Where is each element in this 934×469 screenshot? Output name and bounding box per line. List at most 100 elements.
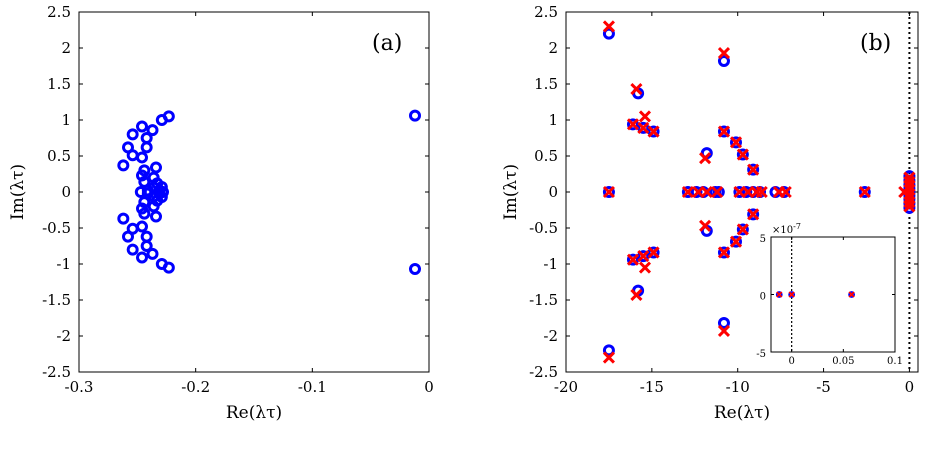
panel-a-circle-point bbox=[409, 109, 421, 122]
panel-b-x-stroke bbox=[717, 246, 731, 259]
panel-b-x-point bbox=[736, 148, 749, 161]
panel-b-ytick-label: 2.5 bbox=[534, 3, 558, 21]
panel-b-ytick-label: 1 bbox=[548, 111, 558, 129]
panel-a-ytick-label: 2 bbox=[61, 39, 71, 57]
panel-a-circle-point bbox=[136, 202, 148, 215]
inset-ticks: 0 0.05 0.1 -5 0 5 bbox=[756, 234, 903, 367]
panel-b-circle-point bbox=[747, 208, 760, 221]
panel-b-x-point bbox=[903, 200, 916, 213]
panel-b-circle-point bbox=[717, 54, 730, 67]
panel-b-x-point bbox=[747, 163, 760, 176]
panel-b-x-point bbox=[602, 351, 615, 364]
panel-a-xtick-label: -0.1 bbox=[298, 378, 327, 396]
panel-b-circle-point bbox=[740, 186, 753, 198]
panel-b-x-point bbox=[858, 185, 871, 199]
inset-circle-point bbox=[788, 291, 796, 298]
panel-b-x-point bbox=[637, 121, 650, 134]
inset-exponent: ×10-7 bbox=[772, 222, 801, 236]
panel-b-circle-point bbox=[637, 121, 650, 134]
panel-b-x-stroke bbox=[637, 121, 650, 134]
panel-b-xtick-label: -20 bbox=[554, 378, 578, 396]
panel-b-xtick-label: -15 bbox=[640, 378, 664, 396]
panel-b-circle-point bbox=[690, 186, 703, 198]
panel-b-circle-point bbox=[626, 118, 639, 131]
inset-ytick-label: 5 bbox=[760, 234, 766, 245]
inset-circle-point bbox=[775, 291, 783, 298]
panel-a: -0.3 -0.2 -0.1 0 -2.5 -2 -1.5 -1 -0.5 0 0.5 1 1.5 2 2.… bbox=[8, 3, 434, 423]
panel-b-ytick-label: -0.5 bbox=[529, 219, 558, 237]
panel-a-marks bbox=[117, 109, 421, 276]
panel-a-xtick-label: 0 bbox=[424, 378, 434, 396]
panel-b-x-point bbox=[729, 235, 743, 248]
panel-b-circle-point bbox=[729, 235, 742, 248]
inset-xtick-label: 0.05 bbox=[832, 356, 854, 367]
panel-b-ytick-label: -1.5 bbox=[529, 291, 558, 309]
panel-b-x-stroke bbox=[903, 200, 916, 213]
panel-a-circle-point bbox=[409, 263, 421, 276]
panel-b-x-point bbox=[729, 136, 743, 149]
panel-b-x-point bbox=[711, 185, 724, 199]
inset-x-stroke bbox=[788, 291, 795, 298]
panel-b-x-stroke bbox=[717, 324, 731, 338]
panel-b-x-point bbox=[779, 185, 792, 199]
panel-b-xtick-label: -5 bbox=[816, 378, 831, 396]
panel-b-circle-point bbox=[712, 186, 725, 198]
panel-b-inset: 0 0.05 0.1 -5 0 5 ×10-7 bbox=[756, 222, 903, 367]
panel-b-ylabel: Im(λτ) bbox=[501, 164, 521, 220]
panel-a-circle-point bbox=[155, 114, 168, 126]
panel-a-circle-point bbox=[117, 212, 130, 225]
panel-b-x-point bbox=[717, 324, 731, 338]
panel-b-circle-point bbox=[602, 344, 615, 357]
panel-b-x-point bbox=[747, 208, 760, 221]
panel-a-ytick-label: 1 bbox=[61, 111, 71, 129]
panel-b-x-stroke bbox=[638, 110, 652, 123]
inset-ytick-label: -5 bbox=[756, 349, 766, 360]
inset-marks bbox=[775, 291, 855, 298]
panel-b-x-stroke bbox=[903, 196, 916, 209]
panel-b-marks bbox=[602, 20, 916, 364]
panel-b-x-stroke bbox=[717, 46, 731, 60]
panel-b-x-stroke bbox=[700, 185, 713, 199]
panel-b-x-stroke bbox=[747, 208, 760, 221]
panel-b-circle-point bbox=[858, 186, 871, 198]
panel-b-xlabel: Re(λτ) bbox=[714, 403, 770, 423]
panel-b-x-point bbox=[755, 185, 768, 199]
panel-a-circle-point bbox=[146, 247, 159, 260]
panel-b-circle-point bbox=[647, 246, 660, 259]
panel-a-circle-point bbox=[126, 128, 139, 141]
panel-b-x-point bbox=[626, 253, 640, 266]
panel-a-ytick-label: 0.5 bbox=[47, 147, 71, 165]
panel-a-ytick-label: 0 bbox=[61, 183, 71, 201]
inset-x-point bbox=[788, 291, 795, 298]
panel-a-ytick-label: 2.5 bbox=[47, 3, 71, 21]
panel-a-circle-point bbox=[146, 124, 159, 137]
panel-b-x-point bbox=[637, 250, 650, 263]
panel-b-x-stroke bbox=[638, 261, 652, 274]
panel-b-circle-point bbox=[602, 27, 615, 40]
panel-b-circle-point bbox=[729, 136, 742, 149]
panel-b-x-point bbox=[602, 20, 615, 33]
panel-a-ytick-label: -2 bbox=[56, 327, 71, 345]
inset-circle-point bbox=[848, 291, 855, 298]
panel-a-xtick-label: -0.2 bbox=[181, 378, 210, 396]
panel-b-xtick-label: 0 bbox=[905, 378, 915, 396]
panel-a-circle-point bbox=[140, 230, 153, 243]
panel-b-x-point bbox=[602, 185, 615, 199]
panel-b-x-point bbox=[681, 185, 694, 199]
panel-a-circle-point bbox=[136, 120, 148, 133]
panel-b-ytick-label: 2 bbox=[548, 39, 558, 57]
panel-b-x-stroke bbox=[755, 185, 768, 199]
panel-b-x-point bbox=[638, 110, 652, 123]
panel-b-x-stroke bbox=[858, 185, 871, 199]
panel-a-circle-point bbox=[126, 243, 139, 256]
inset-x-stroke bbox=[848, 291, 855, 298]
panel-b-x-stroke bbox=[747, 163, 760, 176]
panel-b-circle-point bbox=[717, 125, 730, 138]
panel-a-circle-point bbox=[136, 251, 148, 264]
panel-a-xtick-label: -0.3 bbox=[65, 378, 94, 396]
panel-b-circle-point bbox=[736, 148, 749, 161]
panel-b-ytick-label: 1.5 bbox=[534, 75, 558, 93]
panel-b-x-stroke bbox=[736, 148, 749, 161]
panel-a-circle-point bbox=[134, 186, 147, 198]
panel-b-x-point bbox=[638, 261, 652, 274]
